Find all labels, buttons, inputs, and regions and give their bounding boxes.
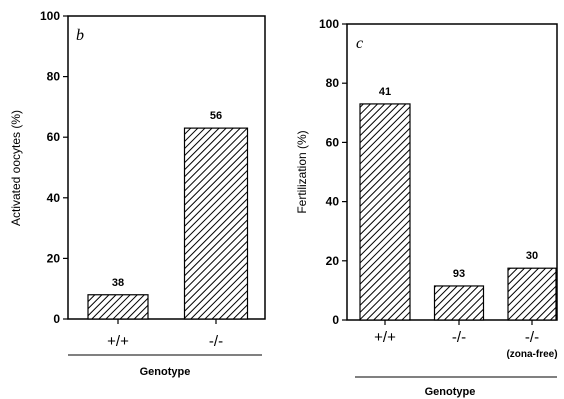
bar-b-1 (183, 127, 249, 320)
y-tick-label-b: 40 (47, 191, 61, 205)
category-label-c-1: -/- (452, 329, 466, 346)
y-tick-label-c: 80 (326, 76, 340, 90)
chart-b: b 0 20 40 60 80 100 38 +/+ 56 -/- Activated oocy… (9, 9, 266, 378)
y-tick-label-b: 0 (53, 312, 60, 326)
y-tick-label-c: 40 (326, 195, 340, 209)
y-axis-label-c: Fertilization (%) (295, 130, 309, 213)
category-label-c-0: +/+ (374, 329, 396, 346)
data-label-c-1: 93 (453, 268, 465, 280)
y-tick-label-b: 20 (47, 251, 61, 265)
y-tick-label-c: 100 (319, 17, 339, 31)
category-label-b-1: -/- (209, 333, 223, 350)
x-axis-label-b: Genotype (140, 366, 191, 378)
y-tick-label-c: 20 (326, 254, 340, 268)
y-tick-label-b: 60 (47, 130, 61, 144)
data-label-c-2: 30 (526, 250, 538, 262)
plot-frame-b (67, 15, 266, 320)
y-tick-label-c: 60 (326, 135, 340, 149)
y-tick-label-c: 0 (332, 313, 339, 327)
category-label-b-0: +/+ (107, 333, 129, 350)
bar-b-0 (87, 294, 149, 320)
bar-c-0 (359, 103, 411, 321)
y-tick-label-b: 80 (47, 70, 61, 84)
data-label-c-0: 41 (379, 86, 391, 98)
category-label-c-2: -/- (525, 329, 539, 346)
y-tick-label-b: 100 (40, 9, 60, 23)
bar-c-2 (507, 267, 557, 321)
y-axis-label-b: Activated oocytes (%) (9, 110, 23, 226)
category-sublabel-c-2: (zona-free) (506, 349, 557, 360)
chart-c: c 0 20 40 60 80 100 41 +/+ 93 -/- 30 -/- (zona-free… (295, 17, 558, 398)
data-label-b-0: 38 (112, 277, 124, 289)
panel-label-c: c (356, 35, 363, 52)
panel-label-b: b (76, 27, 84, 44)
data-label-b-1: 56 (210, 110, 222, 122)
bar-c-1 (433, 285, 485, 321)
x-axis-label-c: Genotype (425, 386, 476, 398)
